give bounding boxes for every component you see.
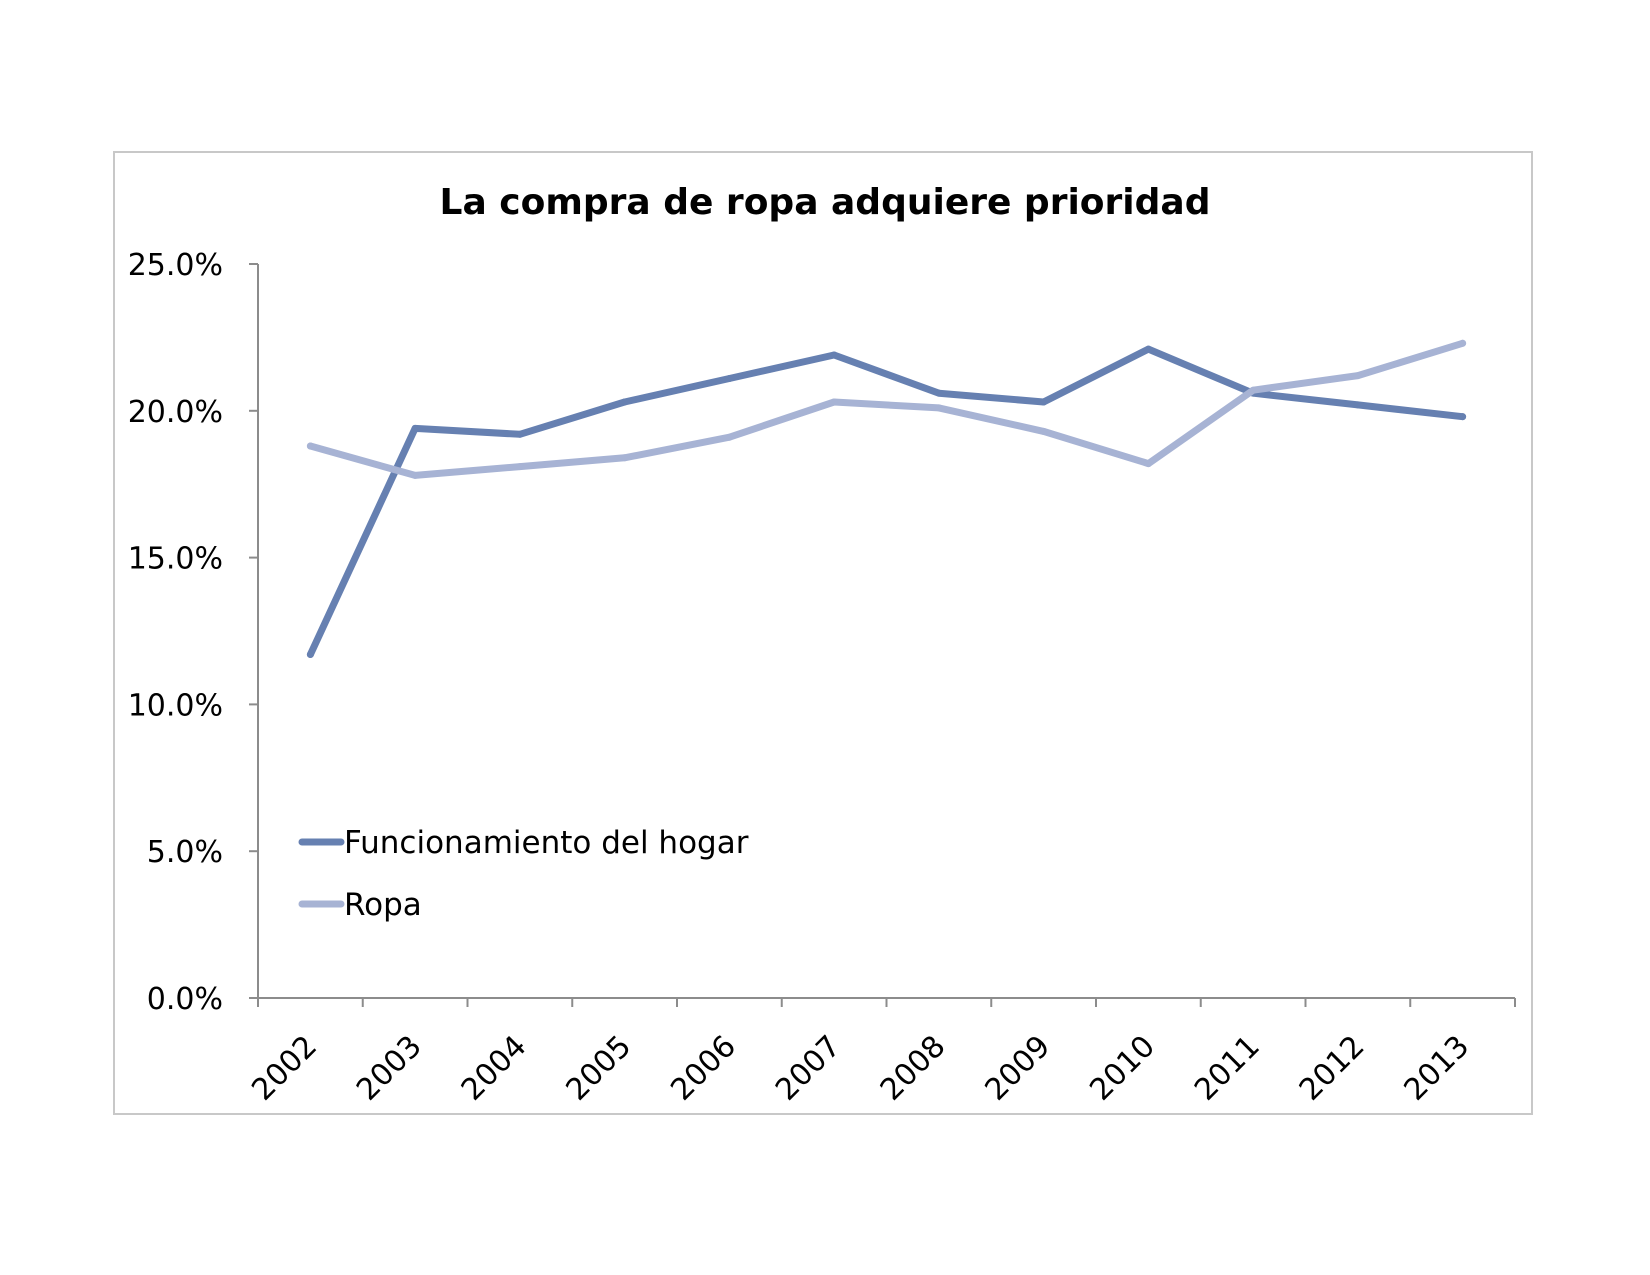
x-tick-label: 2007: [769, 1029, 848, 1108]
y-tick-label: 0.0%: [147, 982, 223, 1017]
data-point: [935, 389, 943, 397]
series-line-1: [306, 345, 1467, 658]
y-tick-label: 20.0%: [128, 395, 223, 430]
chart-frame: La compra de ropa adquiere prioridad 0.0…: [113, 151, 1533, 1115]
x-tick-label: 2011: [1188, 1029, 1267, 1108]
y-tick-label: 5.0%: [147, 835, 223, 870]
data-point: [411, 471, 419, 479]
line-chart: La compra de ropa adquiere prioridad 0.0…: [128, 182, 1516, 1108]
chart-title: La compra de ropa adquiere prioridad: [440, 182, 1211, 223]
data-point: [516, 463, 524, 471]
data-point: [1459, 339, 1467, 347]
data-point: [516, 430, 524, 438]
legend-label: Ropa: [344, 887, 422, 923]
data-point: [621, 398, 629, 406]
data-point: [1144, 345, 1152, 353]
series-line-2: [306, 339, 1467, 479]
data-point: [1144, 460, 1152, 468]
legend-label: Funcionamiento del hogar: [344, 825, 749, 861]
x-tick-label: 2003: [350, 1029, 429, 1108]
data-point: [725, 433, 733, 441]
x-tick-label: 2004: [455, 1029, 534, 1108]
x-tick-label: 2002: [245, 1029, 324, 1108]
data-point: [1249, 386, 1257, 394]
x-tick-label: 2013: [1398, 1029, 1477, 1108]
data-point: [306, 650, 314, 658]
data-point: [1040, 427, 1048, 435]
data-point: [1354, 401, 1362, 409]
data-point: [1459, 413, 1467, 421]
data-point: [830, 351, 838, 359]
x-tick-label: 2006: [664, 1029, 743, 1108]
data-point: [935, 404, 943, 412]
data-point: [830, 398, 838, 406]
x-tick-label: 2005: [560, 1029, 639, 1108]
y-tick-label: 25.0%: [128, 248, 223, 283]
data-point: [306, 442, 314, 450]
series-layer: [306, 339, 1467, 658]
x-tick-label: 2009: [979, 1029, 1058, 1108]
legend: Funcionamiento del hogar Ropa: [298, 825, 749, 923]
data-point: [1040, 398, 1048, 406]
data-point: [621, 454, 629, 462]
data-point: [411, 424, 419, 432]
y-tick-label: 10.0%: [128, 688, 223, 723]
y-tick-label: 15.0%: [128, 542, 223, 577]
data-point: [725, 375, 733, 383]
x-tick-label: 2012: [1293, 1029, 1372, 1108]
x-tick-label: 2008: [874, 1029, 953, 1108]
axes: 0.0% 5.0% 10.0% 15.0% 20.0% 25.0% 2002 2003 2004…: [128, 248, 1516, 1108]
data-point: [1354, 372, 1362, 380]
x-tick-label: 2010: [1083, 1029, 1162, 1108]
